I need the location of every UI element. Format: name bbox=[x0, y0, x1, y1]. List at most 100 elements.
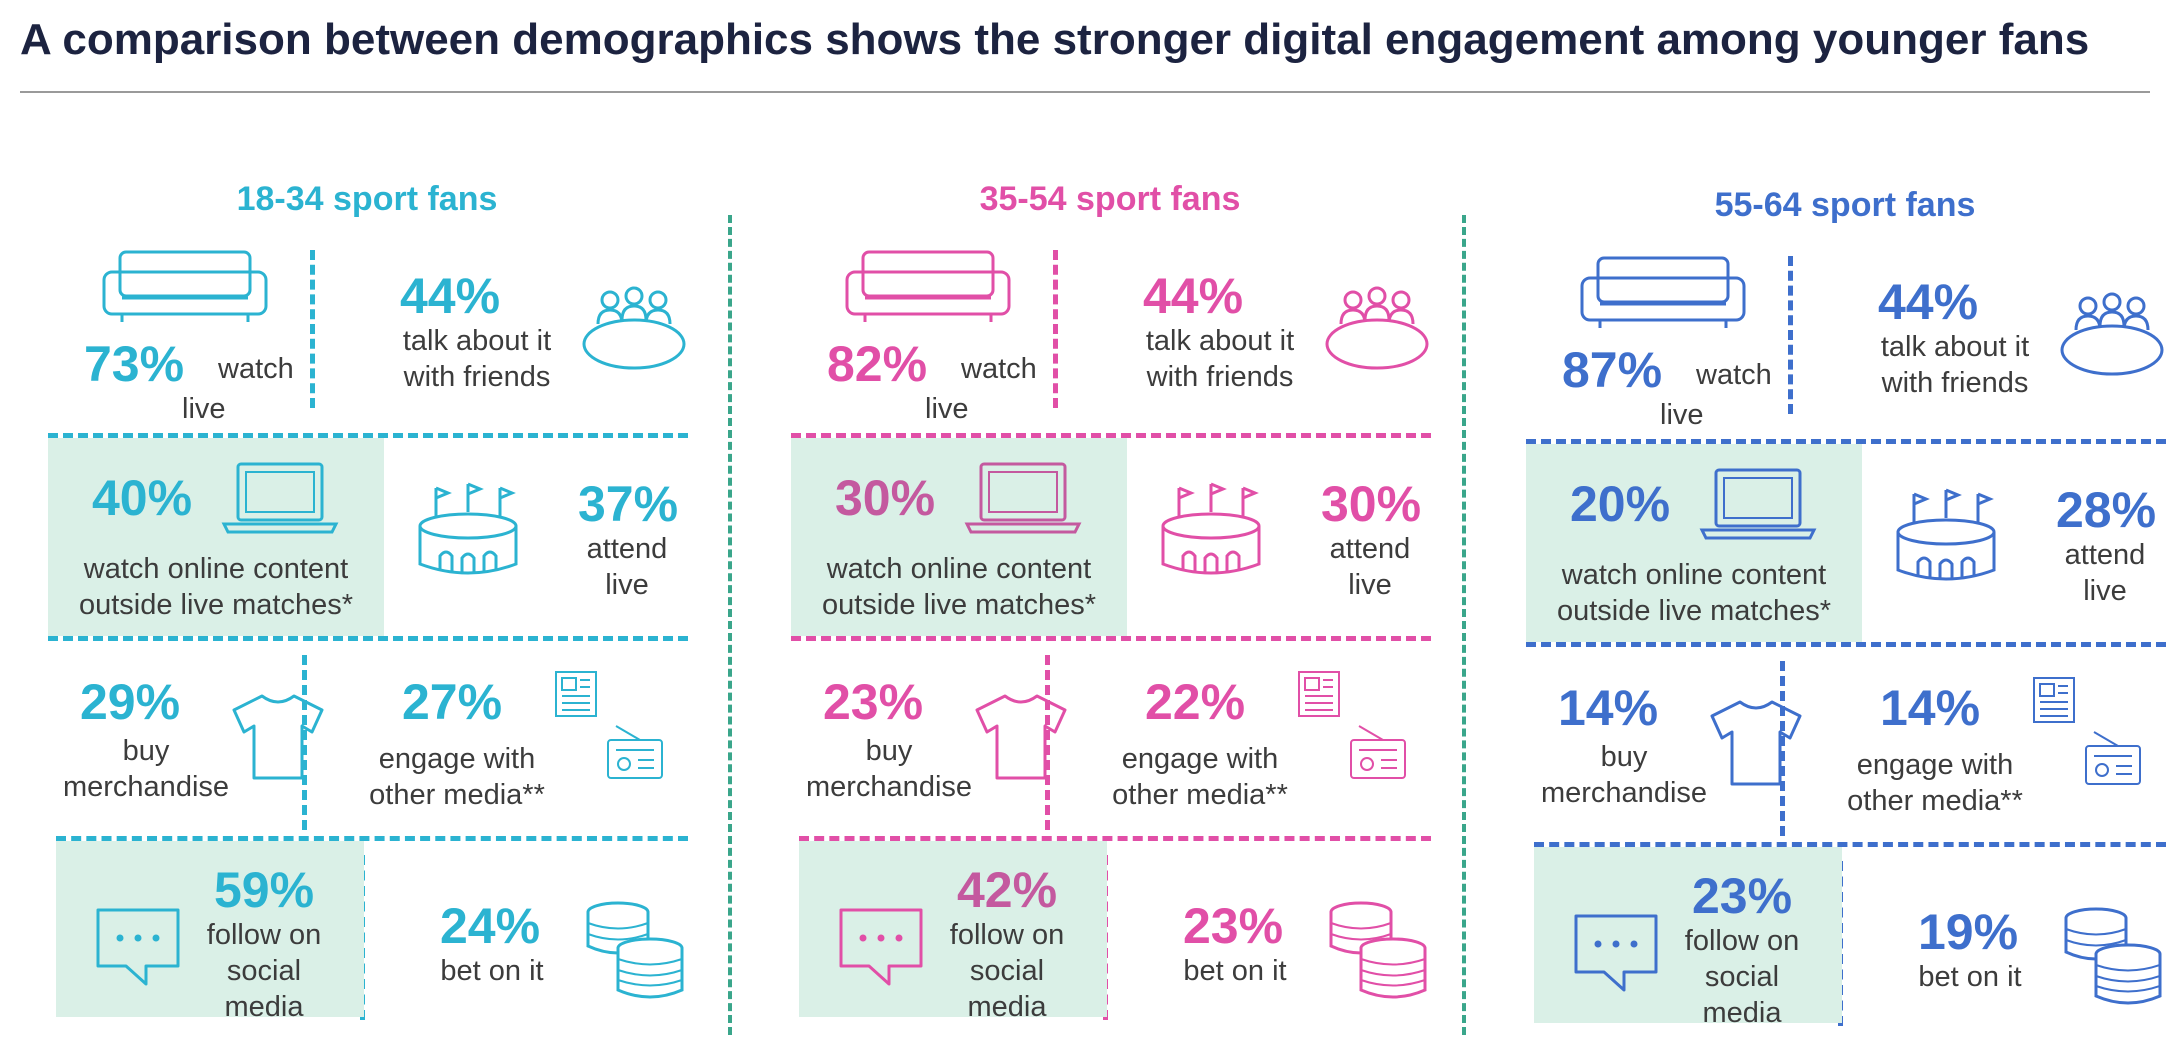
stat-buy: 14% bbox=[1558, 680, 1659, 736]
coins-icon bbox=[1325, 900, 1429, 1004]
column-divider-2 bbox=[1462, 215, 1466, 1035]
label-live: live bbox=[182, 393, 226, 425]
label-follow-2: social bbox=[1704, 961, 1780, 993]
laptop-icon bbox=[1700, 466, 1816, 542]
label-buy: buy bbox=[122, 735, 170, 767]
stat-talk: 44% bbox=[400, 268, 501, 324]
label-watch: watch bbox=[961, 353, 1037, 385]
coins-icon bbox=[582, 900, 686, 1004]
divider bbox=[1053, 250, 1058, 408]
tshirt-icon bbox=[973, 692, 1069, 782]
divider bbox=[1780, 661, 1785, 836]
newspaper-icon bbox=[554, 670, 598, 718]
label-follow-3: media bbox=[1702, 997, 1782, 1029]
divider bbox=[1526, 439, 2166, 444]
stadium-icon bbox=[1159, 484, 1263, 580]
label-talk-1: talk about it bbox=[1880, 331, 2030, 363]
label-engage-2: other media** bbox=[1112, 779, 1288, 811]
page-title: A comparison between demographics shows … bbox=[20, 15, 2090, 64]
label-follow-2: social bbox=[969, 955, 1045, 987]
label-online-2: outside live matches* bbox=[1556, 595, 1832, 627]
panel-heading: 35-54 sport fans bbox=[979, 180, 1241, 218]
stat-attend: 28% bbox=[2056, 482, 2157, 538]
label-follow-1: follow on bbox=[206, 919, 322, 951]
stat-buy: 29% bbox=[80, 674, 181, 730]
label-talk-2: with friends bbox=[1881, 367, 2029, 399]
label-engage-1: engage with bbox=[1856, 749, 2014, 781]
demographic-panel-2: 35-54 sport fans 82% watch live 44% talk… bbox=[765, 0, 1455, 1040]
label-live: live bbox=[1660, 399, 1704, 431]
divider bbox=[1045, 655, 1050, 830]
stat-social: 42% bbox=[957, 862, 1058, 918]
stat-social: 23% bbox=[1692, 868, 1793, 924]
divider bbox=[48, 636, 688, 641]
stat-talk: 44% bbox=[1143, 268, 1244, 324]
meeting-table-icon bbox=[582, 286, 686, 372]
label-buy: buy bbox=[1600, 741, 1648, 773]
stat-buy: 23% bbox=[823, 674, 924, 730]
label-follow-3: media bbox=[224, 991, 304, 1023]
chat-bubble-icon bbox=[837, 906, 925, 988]
coins-icon bbox=[2060, 906, 2164, 1010]
label-talk-1: talk about it bbox=[402, 325, 552, 357]
newspaper-icon bbox=[2032, 676, 2076, 724]
chat-bubble-icon bbox=[1572, 912, 1660, 994]
stadium-icon bbox=[416, 484, 520, 580]
title-divider bbox=[20, 91, 2150, 93]
label-bet: bet on it bbox=[1183, 955, 1287, 987]
stat-bet: 24% bbox=[440, 898, 541, 954]
highlight-online-content bbox=[48, 438, 384, 636]
radio-icon bbox=[1349, 722, 1407, 782]
stat-engage: 14% bbox=[1880, 680, 1981, 736]
chat-bubble-icon bbox=[94, 906, 182, 988]
stat-online: 40% bbox=[92, 470, 193, 526]
label-follow-1: follow on bbox=[949, 919, 1065, 951]
divider bbox=[1788, 256, 1793, 414]
label-talk-1: talk about it bbox=[1145, 325, 1295, 357]
radio-icon bbox=[2084, 728, 2142, 788]
label-online-1: watch online content bbox=[1561, 559, 1827, 591]
label-engage-2: other media** bbox=[1847, 785, 2023, 817]
label-bet: bet on it bbox=[440, 955, 544, 987]
stat-attend: 37% bbox=[578, 476, 679, 532]
newspaper-icon bbox=[1297, 670, 1341, 718]
demographic-panel-3: 55-64 sport fans 87% watch live 44% talk… bbox=[1500, 6, 2172, 1046]
divider bbox=[310, 250, 315, 408]
divider bbox=[302, 655, 307, 830]
divider bbox=[791, 636, 1431, 641]
label-follow-3: media bbox=[967, 991, 1047, 1023]
highlight-online-content bbox=[791, 438, 1127, 636]
stat-bet: 23% bbox=[1183, 898, 1284, 954]
panel-heading: 18-34 sport fans bbox=[236, 180, 498, 218]
label-talk-2: with friends bbox=[1146, 361, 1294, 393]
label-attend: attend bbox=[2064, 539, 2146, 571]
sofa-icon bbox=[843, 248, 1013, 324]
stat-attend: 30% bbox=[1321, 476, 1422, 532]
radio-icon bbox=[606, 722, 664, 782]
stat-talk: 44% bbox=[1878, 274, 1979, 330]
label-engage-1: engage with bbox=[378, 743, 536, 775]
panel-heading: 55-64 sport fans bbox=[1714, 186, 1976, 224]
label-follow-2: social bbox=[226, 955, 302, 987]
divider bbox=[48, 433, 688, 438]
tshirt-icon bbox=[230, 692, 326, 782]
laptop-icon bbox=[222, 460, 338, 536]
divider bbox=[799, 836, 1431, 841]
divider bbox=[791, 433, 1431, 438]
meeting-table-icon bbox=[2060, 292, 2164, 378]
divider bbox=[1526, 642, 2166, 647]
label-attend-live: live bbox=[605, 569, 649, 601]
stat-online: 20% bbox=[1570, 476, 1671, 532]
label-buy: buy bbox=[865, 735, 913, 767]
label-follow-1: follow on bbox=[1684, 925, 1800, 957]
laptop-icon bbox=[965, 460, 1081, 536]
stat-watch-live: 82% bbox=[827, 336, 928, 392]
highlight-social-media bbox=[799, 841, 1107, 1017]
divider bbox=[56, 836, 688, 841]
label-bet: bet on it bbox=[1918, 961, 2022, 993]
stat-watch-live: 87% bbox=[1562, 342, 1663, 398]
label-merchandise: merchandise bbox=[805, 771, 973, 803]
label-talk-2: with friends bbox=[403, 361, 551, 393]
meeting-table-icon bbox=[1325, 286, 1429, 372]
stat-engage: 22% bbox=[1145, 674, 1246, 730]
